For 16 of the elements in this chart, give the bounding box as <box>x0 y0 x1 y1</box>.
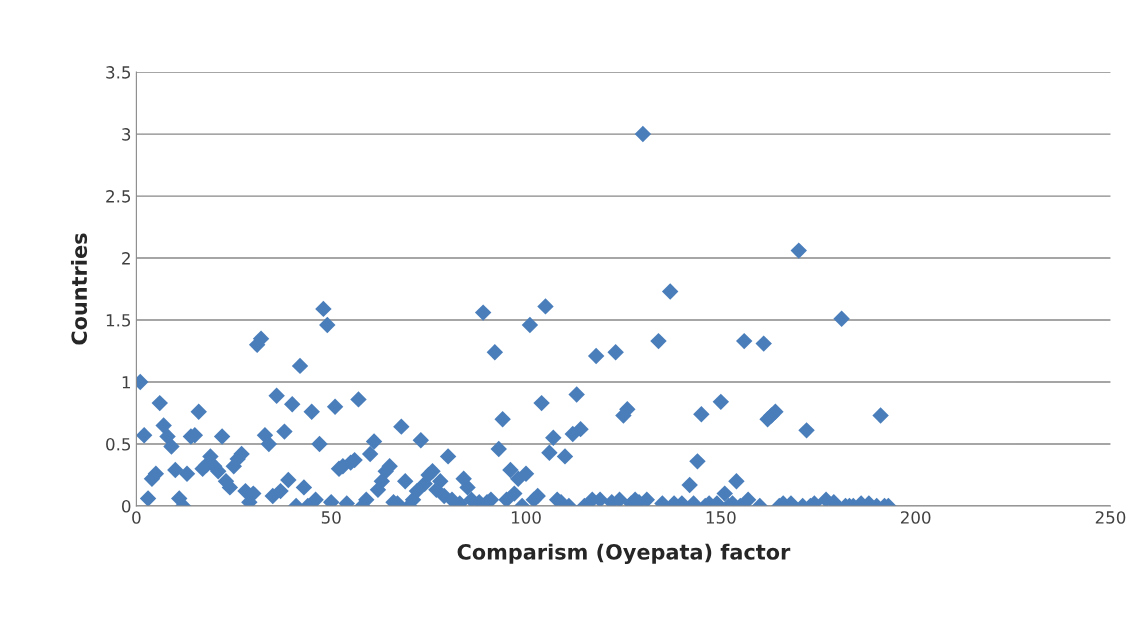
x-tick-label: 150 <box>706 511 736 524</box>
y-tick-label: 2 <box>122 252 130 265</box>
x-tick-label: 250 <box>1095 511 1126 524</box>
y-tick-label: 0 <box>122 499 131 513</box>
y-tick-label: 1 <box>122 376 130 389</box>
y-tick-label: 1.5 <box>106 314 131 327</box>
x-tick-label: 200 <box>900 511 931 524</box>
y-tick-label: 0.5 <box>106 437 131 451</box>
x-tick-label: 50 <box>321 511 341 524</box>
y-tick-label: 3 <box>122 128 131 141</box>
y-tick-label: 2.5 <box>106 190 131 203</box>
x-tick-label: 0 <box>132 511 141 524</box>
x-axis-title: Comparism (Oyepata) factor <box>457 543 791 564</box>
y-axis-title: Countries <box>70 233 88 345</box>
x-tick-label: 100 <box>511 511 541 524</box>
y-tick-label: 3.5 <box>106 66 131 79</box>
